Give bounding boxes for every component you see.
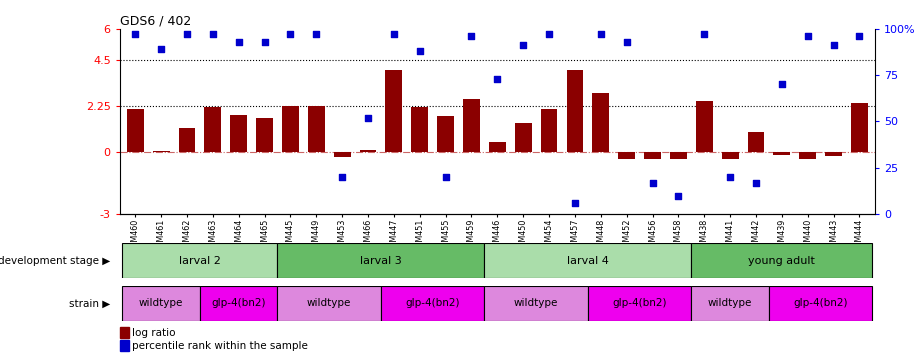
Point [205,31,220,37]
Bar [618,152,635,159]
Bar [696,101,713,152]
Bar [122,243,277,278]
Point [542,31,556,37]
Text: glp-4(bn2): glp-4(bn2) [793,298,848,308]
Bar [592,92,609,152]
Text: larval 4: larval 4 [567,256,609,266]
Bar [200,286,277,321]
Bar [386,70,402,152]
Bar [204,107,221,152]
Bar [127,109,144,152]
Point [387,31,402,37]
Point [567,200,582,206]
Text: larval 3: larval 3 [360,256,402,266]
Point [671,193,686,198]
Bar [256,118,273,152]
Bar [122,286,200,321]
Point [309,31,323,37]
Bar [566,70,583,152]
Bar [644,152,661,159]
Point [723,174,738,180]
Point [775,81,789,87]
Point [180,31,194,37]
Bar [381,286,484,321]
Text: GDS6 / 402: GDS6 / 402 [120,14,191,27]
Point [154,46,169,52]
Bar [670,152,687,159]
Point [852,33,867,39]
Point [697,31,712,37]
Bar [153,151,169,152]
Point [749,180,764,186]
Text: wildtype: wildtype [514,298,558,308]
Point [800,33,815,39]
Point [826,42,841,48]
Text: wildtype: wildtype [307,298,352,308]
Bar [799,152,816,159]
Bar [484,243,692,278]
Text: strain ▶: strain ▶ [69,298,111,308]
Text: young adult: young adult [749,256,815,266]
Bar [282,106,298,152]
Bar [463,99,480,152]
Point [361,115,376,121]
Text: larval 2: larval 2 [179,256,221,266]
Bar [851,103,868,152]
Point [257,39,272,44]
Bar [308,106,325,152]
Bar [412,107,428,152]
Bar [748,132,764,152]
Bar [769,286,872,321]
Text: wildtype: wildtype [708,298,752,308]
Bar [722,152,739,159]
Bar [333,152,351,157]
Point [231,39,246,44]
Point [438,174,453,180]
Bar [489,142,506,152]
Point [464,33,479,39]
Bar [692,243,872,278]
Point [283,31,297,37]
Bar [541,109,557,152]
Bar [277,286,381,321]
Point [490,76,505,81]
Point [128,31,143,37]
Bar [437,116,454,152]
Bar [277,243,484,278]
Text: percentile rank within the sample: percentile rank within the sample [132,341,308,351]
Point [593,31,608,37]
Bar [588,286,692,321]
Bar [230,115,247,152]
Text: development stage ▶: development stage ▶ [0,256,111,266]
Bar [825,152,842,156]
Bar [774,152,790,155]
Bar [515,124,531,152]
Text: glp-4(bn2): glp-4(bn2) [405,298,460,308]
Point [516,42,530,48]
Point [619,39,634,44]
Bar [484,286,588,321]
Text: glp-4(bn2): glp-4(bn2) [612,298,667,308]
Point [335,174,350,180]
Bar [692,286,769,321]
Text: wildtype: wildtype [139,298,183,308]
Text: glp-4(bn2): glp-4(bn2) [212,298,266,308]
Text: log ratio: log ratio [132,328,175,338]
Bar [359,150,377,152]
Point [413,48,427,54]
Bar [179,127,195,152]
Point [645,180,659,186]
